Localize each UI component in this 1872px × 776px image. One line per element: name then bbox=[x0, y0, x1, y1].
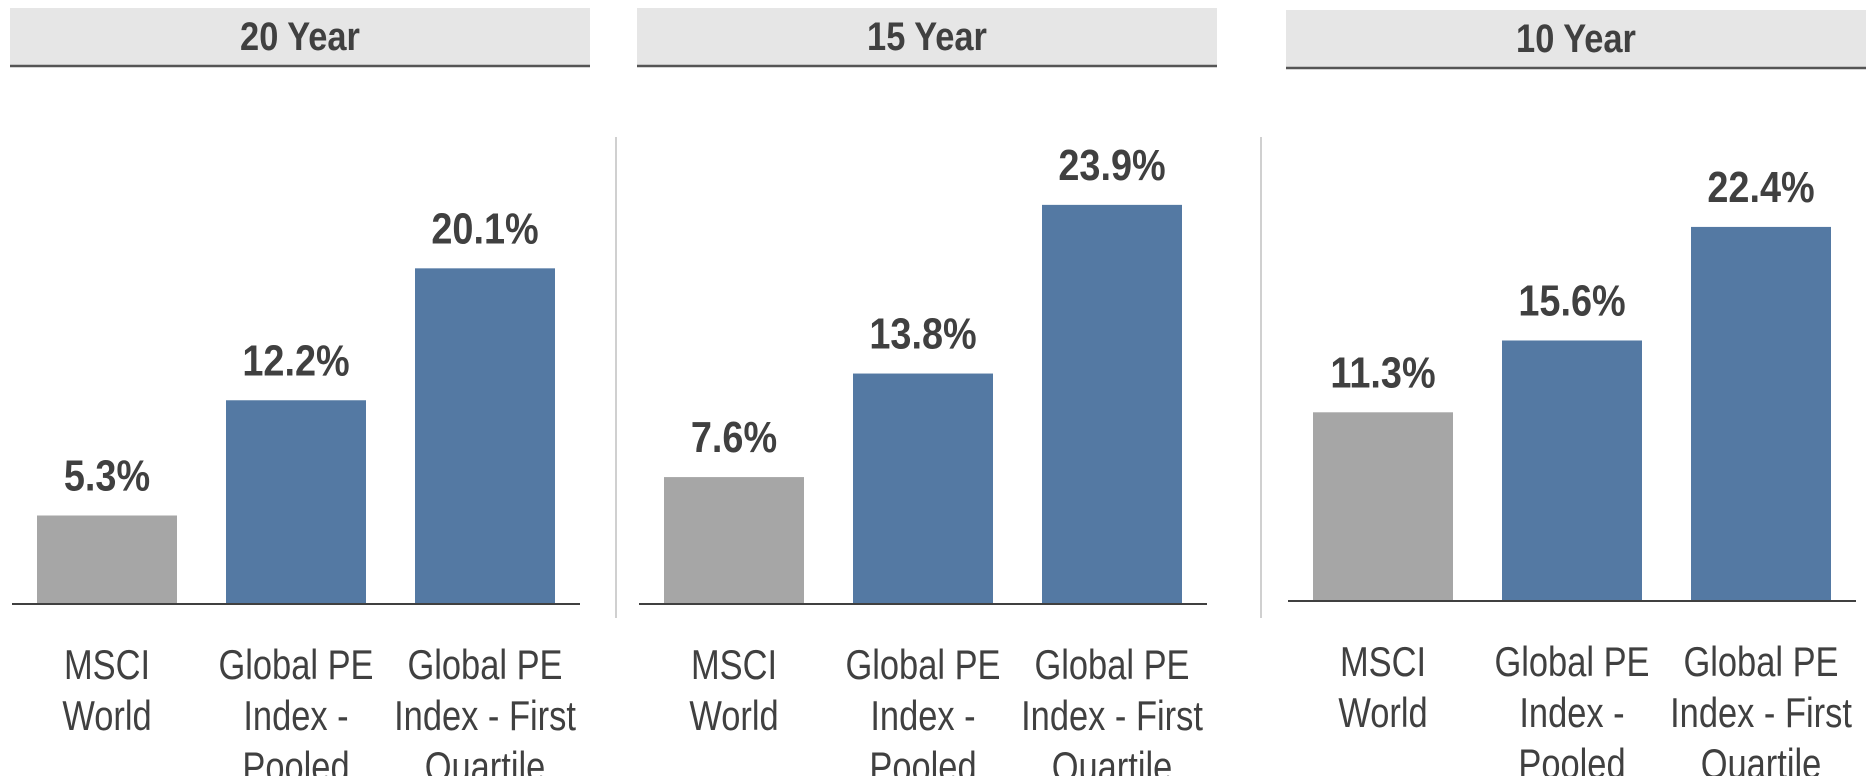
bar bbox=[853, 373, 993, 604]
title-bar bbox=[10, 8, 590, 65]
bar bbox=[37, 515, 177, 604]
bar bbox=[664, 477, 804, 604]
bar bbox=[1042, 204, 1182, 604]
value-label: 13.8% bbox=[869, 309, 976, 358]
bar bbox=[1313, 412, 1453, 601]
value-label: 11.3% bbox=[1330, 348, 1435, 397]
value-label: 5.3% bbox=[64, 451, 150, 500]
title-bar bbox=[637, 8, 1217, 65]
panel-title: 15 Year bbox=[867, 14, 987, 59]
value-label: 20.1% bbox=[431, 204, 538, 253]
category-label: Global PE Index - Pooled bbox=[845, 641, 1001, 776]
panel-title: 10 Year bbox=[1516, 16, 1636, 61]
bar bbox=[415, 268, 555, 604]
value-label: 23.9% bbox=[1058, 140, 1165, 189]
category-label: Global PE Index - Pooled bbox=[1494, 638, 1650, 776]
category-label: Global PE Index - First Quartile bbox=[394, 641, 576, 776]
category-label: MSCI World bbox=[689, 641, 779, 739]
panel-title: 20 Year bbox=[240, 14, 360, 59]
value-label: 7.6% bbox=[691, 412, 777, 461]
category-label: MSCI World bbox=[1338, 638, 1428, 736]
bar bbox=[1502, 340, 1642, 601]
category-label: Global PE Index - First Quartile bbox=[1670, 638, 1852, 776]
category-label: Global PE Index - First Quartile bbox=[1021, 641, 1203, 776]
bar bbox=[226, 400, 366, 604]
value-label: 22.4% bbox=[1707, 162, 1814, 211]
value-label: 12.2% bbox=[242, 336, 349, 385]
title-bar bbox=[1286, 10, 1866, 67]
category-label: Global PE Index - Pooled bbox=[218, 641, 374, 776]
category-label: MSCI World bbox=[62, 641, 152, 739]
value-label: 15.6% bbox=[1518, 276, 1625, 325]
bar bbox=[1691, 226, 1831, 602]
